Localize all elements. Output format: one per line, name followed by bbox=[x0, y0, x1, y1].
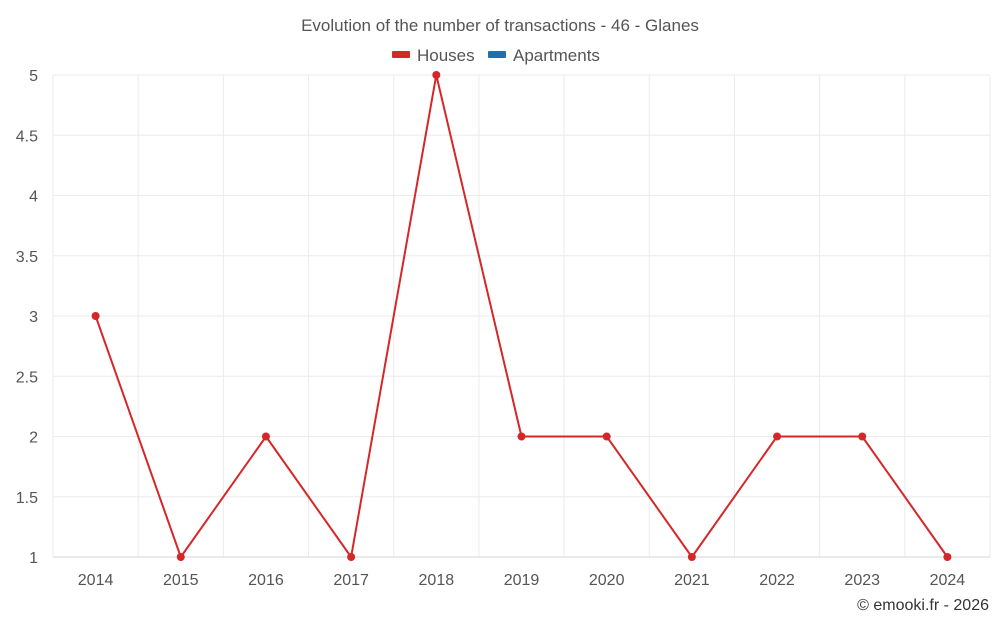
x-tick-label: 2015 bbox=[163, 572, 199, 589]
y-tick-label: 1.5 bbox=[16, 490, 38, 507]
data-point-houses[interactable] bbox=[943, 553, 952, 561]
x-axis-ticks: 2014 2015 2016 2017 2018 2019 2020 2021 2022 2023… bbox=[78, 572, 966, 589]
y-tick-label: 1 bbox=[29, 550, 38, 567]
x-tick-label: 2022 bbox=[759, 572, 795, 589]
y-axis-ticks: 1 1.5 2 2.5 3 3.5 4 4.5 5 bbox=[16, 68, 38, 567]
x-tick-label: 2024 bbox=[930, 572, 966, 589]
data-point-houses[interactable] bbox=[261, 432, 270, 441]
data-point-houses[interactable] bbox=[602, 432, 611, 441]
legend-label-apartments: Apartments bbox=[513, 46, 600, 65]
y-tick-label: 4 bbox=[29, 189, 38, 206]
data-point-houses[interactable] bbox=[687, 553, 696, 561]
x-tick-label: 2014 bbox=[78, 572, 114, 589]
legend-swatch-houses bbox=[392, 51, 410, 58]
y-tick-label: 2.5 bbox=[16, 369, 38, 386]
data-point-houses[interactable] bbox=[432, 71, 441, 79]
x-tick-label: 2020 bbox=[589, 572, 625, 589]
data-point-houses[interactable] bbox=[517, 432, 526, 441]
grid bbox=[52, 74, 991, 557]
legend: Houses Apartments bbox=[392, 46, 600, 65]
x-tick-label: 2019 bbox=[504, 572, 540, 589]
y-tick-label: 3.5 bbox=[16, 249, 38, 266]
legend-swatch-apartments bbox=[488, 51, 506, 58]
x-tick-label: 2016 bbox=[248, 572, 284, 589]
legend-item-apartments[interactable]: Apartments bbox=[488, 46, 600, 65]
legend-label-houses: Houses bbox=[417, 46, 475, 65]
data-point-houses[interactable] bbox=[176, 553, 185, 561]
y-tick-label: 5 bbox=[29, 68, 38, 85]
data-point-houses[interactable] bbox=[91, 312, 100, 320]
chart-title: Evolution of the number of transactions … bbox=[301, 16, 699, 35]
series-houses bbox=[91, 71, 952, 561]
x-tick-label: 2023 bbox=[844, 572, 880, 589]
y-tick-label: 2 bbox=[29, 430, 38, 447]
x-tick-label: 2018 bbox=[419, 572, 455, 589]
x-tick-label: 2021 bbox=[674, 572, 710, 589]
data-point-houses[interactable] bbox=[773, 432, 782, 441]
y-tick-label: 3 bbox=[29, 309, 38, 326]
credit-text: © emooki.fr - 2026 bbox=[857, 597, 989, 614]
y-tick-label: 4.5 bbox=[16, 128, 38, 145]
legend-item-houses[interactable]: Houses bbox=[392, 46, 475, 65]
data-point-houses[interactable] bbox=[858, 432, 867, 441]
x-tick-label: 2017 bbox=[333, 572, 369, 589]
data-point-houses[interactable] bbox=[347, 553, 356, 561]
